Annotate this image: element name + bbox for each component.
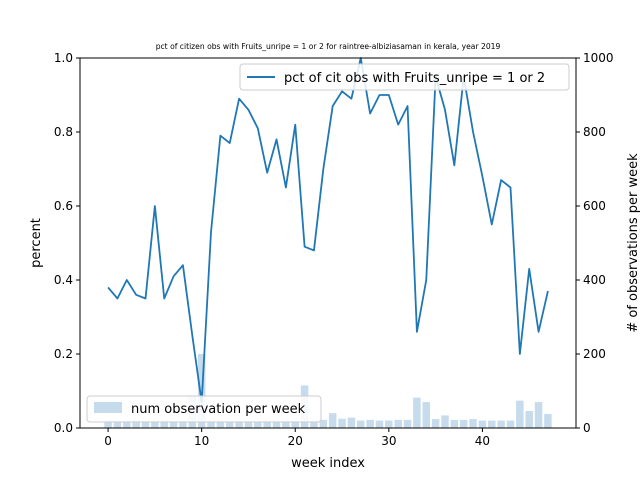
bar <box>488 420 496 428</box>
bar <box>319 419 328 428</box>
bar <box>375 420 384 428</box>
x-tick-label: 20 <box>288 434 303 448</box>
y-right-tick-label: 0 <box>583 421 591 435</box>
bar <box>123 420 131 428</box>
bar <box>394 419 402 428</box>
bar <box>132 419 140 428</box>
y-right-tick-label: 800 <box>583 125 606 139</box>
legend-line-box <box>239 63 570 91</box>
chart-title: pct of citizen obs with Fruits_unripe = … <box>156 42 501 51</box>
y-left-tick-label: 0.6 <box>54 199 73 213</box>
bar <box>469 419 477 428</box>
bar <box>113 420 122 428</box>
y-axis-right-label: # of observations per week <box>626 153 640 333</box>
bar <box>506 420 515 428</box>
bar <box>366 419 374 428</box>
legend-bar-box <box>86 395 322 423</box>
bar <box>263 420 271 428</box>
bar <box>338 418 346 428</box>
bar <box>413 397 421 428</box>
bar <box>385 420 393 428</box>
bar <box>422 402 431 428</box>
y-axis-left: 0.0 0.2 0.4 0.6 0.8 1.0 <box>54 51 80 435</box>
x-tick-label: 0 <box>104 434 112 448</box>
legend-bar-swatch <box>94 402 122 413</box>
series-line <box>107 57 549 404</box>
y-right-tick-label: 400 <box>583 273 606 287</box>
bar <box>441 415 449 428</box>
bar <box>272 420 281 428</box>
x-tick-label: 30 <box>381 434 396 448</box>
bar <box>328 413 337 428</box>
legend-bar: num observation per week <box>86 395 322 423</box>
bar <box>497 420 505 428</box>
bar <box>525 410 533 428</box>
y-left-tick-label: 0.0 <box>54 421 73 435</box>
bar <box>478 420 487 428</box>
x-tick-label: 40 <box>475 434 490 448</box>
bar <box>357 420 365 428</box>
bar <box>544 413 552 428</box>
bar <box>235 420 243 428</box>
bar <box>207 420 215 428</box>
y-right-tick-label: 200 <box>583 347 606 361</box>
y-left-tick-label: 0.2 <box>54 347 73 361</box>
bar <box>216 420 225 428</box>
bar <box>450 419 459 428</box>
bar <box>347 417 356 428</box>
bar <box>179 420 187 428</box>
x-tick-label: 10 <box>194 434 209 448</box>
bar <box>403 419 412 428</box>
bar <box>282 420 290 428</box>
bar <box>254 420 262 428</box>
bar <box>160 420 168 428</box>
bar <box>516 400 524 428</box>
y-right-tick-label: 1000 <box>583 51 614 65</box>
y-axis-left-label: percent <box>29 218 44 268</box>
y-left-tick-label: 0.4 <box>54 273 73 287</box>
legend-line-label: pct of cit obs with Fruits_unripe = 1 or… <box>284 71 545 86</box>
bar <box>141 420 150 428</box>
bar <box>151 420 159 428</box>
bar <box>534 402 543 428</box>
bar <box>104 420 112 428</box>
bar <box>431 419 440 428</box>
bar <box>310 420 318 428</box>
x-axis: 0 10 20 30 40 <box>104 428 490 448</box>
bar <box>169 420 178 428</box>
y-left-tick-label: 0.8 <box>54 125 73 139</box>
line-layer <box>107 57 549 404</box>
bar <box>291 420 299 428</box>
y-left-tick-label: 1.0 <box>54 51 73 65</box>
bar <box>459 419 468 428</box>
legend-bar-label: num observation per week <box>131 402 306 417</box>
legend-line: pct of cit obs with Fruits_unripe = 1 or… <box>239 63 570 91</box>
plot-frame <box>79 57 577 429</box>
y-right-tick-label: 600 <box>583 199 606 213</box>
bar <box>225 420 234 428</box>
bar <box>244 420 253 428</box>
x-axis-label: week index <box>291 456 365 471</box>
y-axis-right: 0 200 400 600 800 1000 <box>576 51 614 435</box>
